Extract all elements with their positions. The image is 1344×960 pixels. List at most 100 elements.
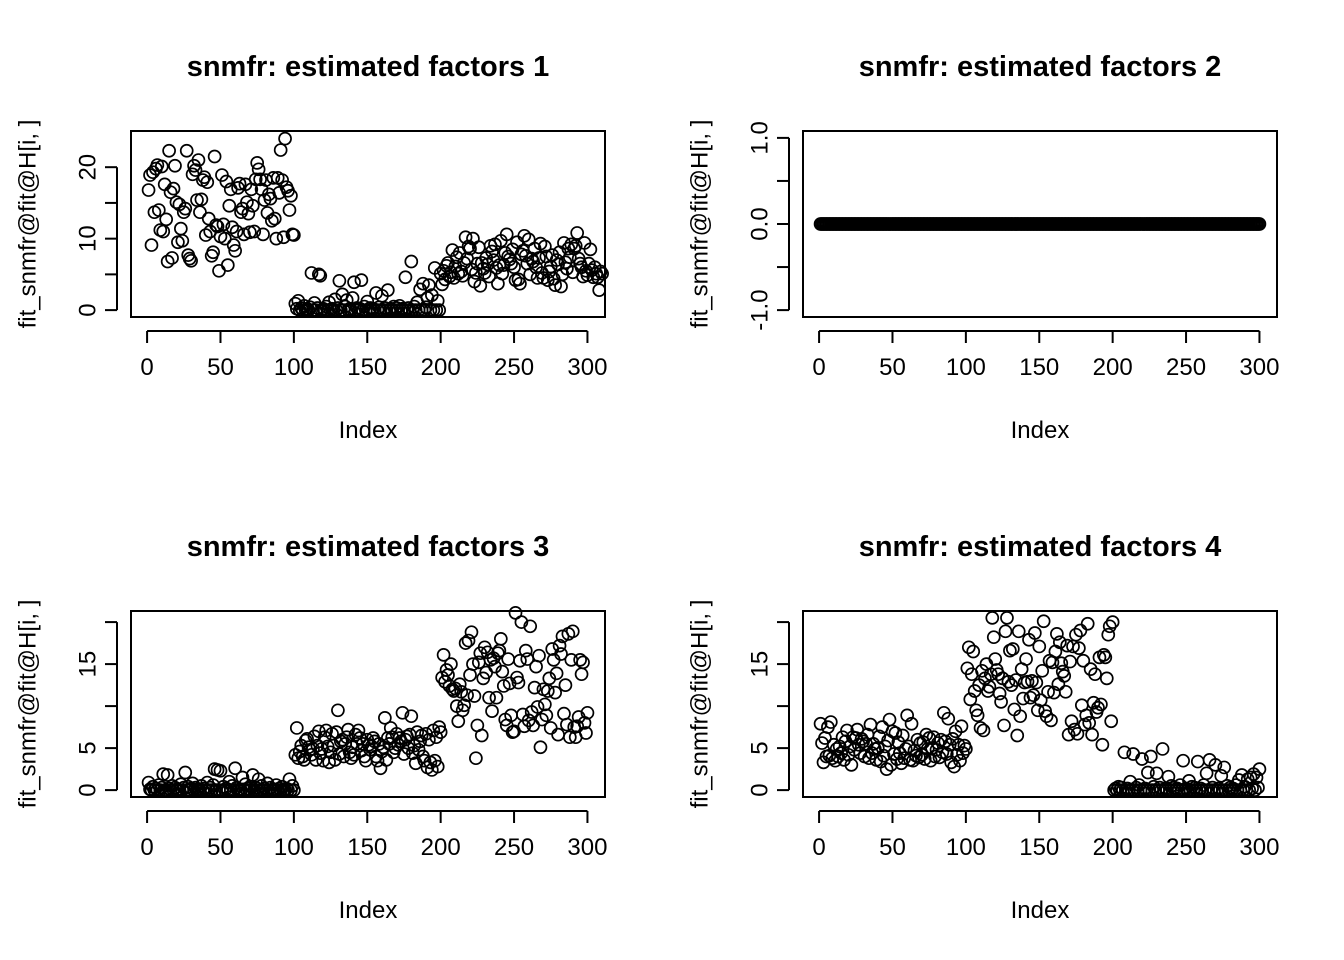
data-point [565, 624, 580, 639]
x-tick-label: 300 [1239, 354, 1279, 381]
panel-4: snmfr: estimated factors 40 50 100 150 200 25… [687, 531, 1280, 924]
data-point [1035, 663, 1050, 678]
data-point [225, 220, 240, 235]
data-point [241, 206, 256, 221]
data-point [1052, 635, 1067, 650]
data-point [460, 688, 474, 703]
data-point [169, 195, 184, 210]
data-point [194, 192, 209, 207]
data-point [985, 611, 1000, 625]
data-point [966, 644, 981, 659]
data-point [580, 705, 595, 720]
data-point [154, 159, 169, 174]
data-point [1243, 770, 1258, 785]
x-tick-label: 0 [140, 354, 153, 381]
data-point [823, 715, 838, 729]
data-point [976, 723, 991, 738]
data-point [998, 624, 1013, 639]
x-tick-label: 300 [567, 834, 607, 861]
data-point [560, 717, 574, 732]
x-tick-label: 0 [812, 834, 825, 861]
data-point [455, 268, 470, 283]
data-point [461, 239, 476, 254]
data-point [207, 149, 222, 164]
data-point [200, 175, 215, 190]
data-point [986, 630, 1001, 645]
data-point [175, 233, 190, 248]
data-point [813, 716, 828, 731]
data-point [501, 652, 516, 666]
data-point [543, 721, 558, 735]
data-point [954, 719, 969, 734]
data-point [499, 227, 514, 242]
data-point [269, 231, 284, 246]
data-point [1057, 669, 1072, 683]
data-point [226, 238, 241, 252]
data-point [548, 685, 563, 700]
data-point [579, 726, 593, 740]
data-point [1082, 716, 1097, 730]
data-point [527, 680, 542, 695]
data-point [1252, 217, 1267, 231]
data-point [458, 636, 473, 650]
data-point [309, 753, 323, 767]
data-point [310, 738, 325, 753]
data-point [895, 728, 910, 743]
data-point [464, 625, 479, 640]
data-point [1058, 684, 1073, 699]
data-point [188, 163, 203, 177]
data-point [539, 708, 554, 723]
data-points [141, 131, 609, 317]
x-axis-label: Index [1011, 897, 1070, 924]
y-tick-label: 1.0 [747, 121, 774, 154]
data-point [592, 283, 607, 297]
data-point [1105, 615, 1120, 629]
data-point [1117, 745, 1132, 760]
y-tick-label: 20 [75, 154, 102, 181]
data-point [1088, 667, 1102, 682]
data-point [313, 268, 328, 283]
data-point [304, 266, 319, 280]
data-point [1011, 624, 1026, 639]
data-point [289, 721, 304, 735]
data-point [991, 667, 1006, 682]
data-point [546, 271, 561, 286]
data-point [549, 666, 564, 681]
data-point [1085, 727, 1099, 742]
data-point [267, 211, 282, 226]
data-point [469, 751, 483, 766]
data-point [193, 205, 207, 220]
x-tick-label: 50 [207, 834, 234, 861]
data-point [474, 728, 489, 743]
x-tick-label: 250 [1166, 834, 1206, 861]
data-point [317, 730, 332, 745]
data-point [466, 657, 480, 671]
data-point [373, 761, 388, 776]
data-point [323, 745, 338, 760]
plot-frame [802, 130, 1278, 318]
data-point [282, 203, 297, 217]
data-point [518, 643, 533, 658]
data-point [457, 698, 471, 713]
data-point [1080, 616, 1095, 631]
x-tick-label: 250 [1166, 354, 1206, 381]
data-point [574, 667, 589, 682]
x-tick-label: 100 [946, 834, 986, 861]
data-point [379, 753, 394, 767]
data-point [416, 276, 430, 291]
data-point [1013, 709, 1028, 724]
data-point [1036, 614, 1051, 629]
data-point [882, 712, 897, 727]
x-tick-label: 150 [347, 834, 387, 861]
data-point [229, 224, 244, 239]
data-point [160, 254, 175, 269]
data-point [275, 173, 289, 187]
data-point [433, 725, 448, 739]
data-point [919, 727, 934, 742]
data-point [278, 131, 292, 146]
data-points [813, 611, 1267, 797]
data-point [237, 227, 251, 242]
data-point [992, 686, 1007, 701]
data-point [332, 273, 347, 288]
data-point [212, 263, 226, 278]
